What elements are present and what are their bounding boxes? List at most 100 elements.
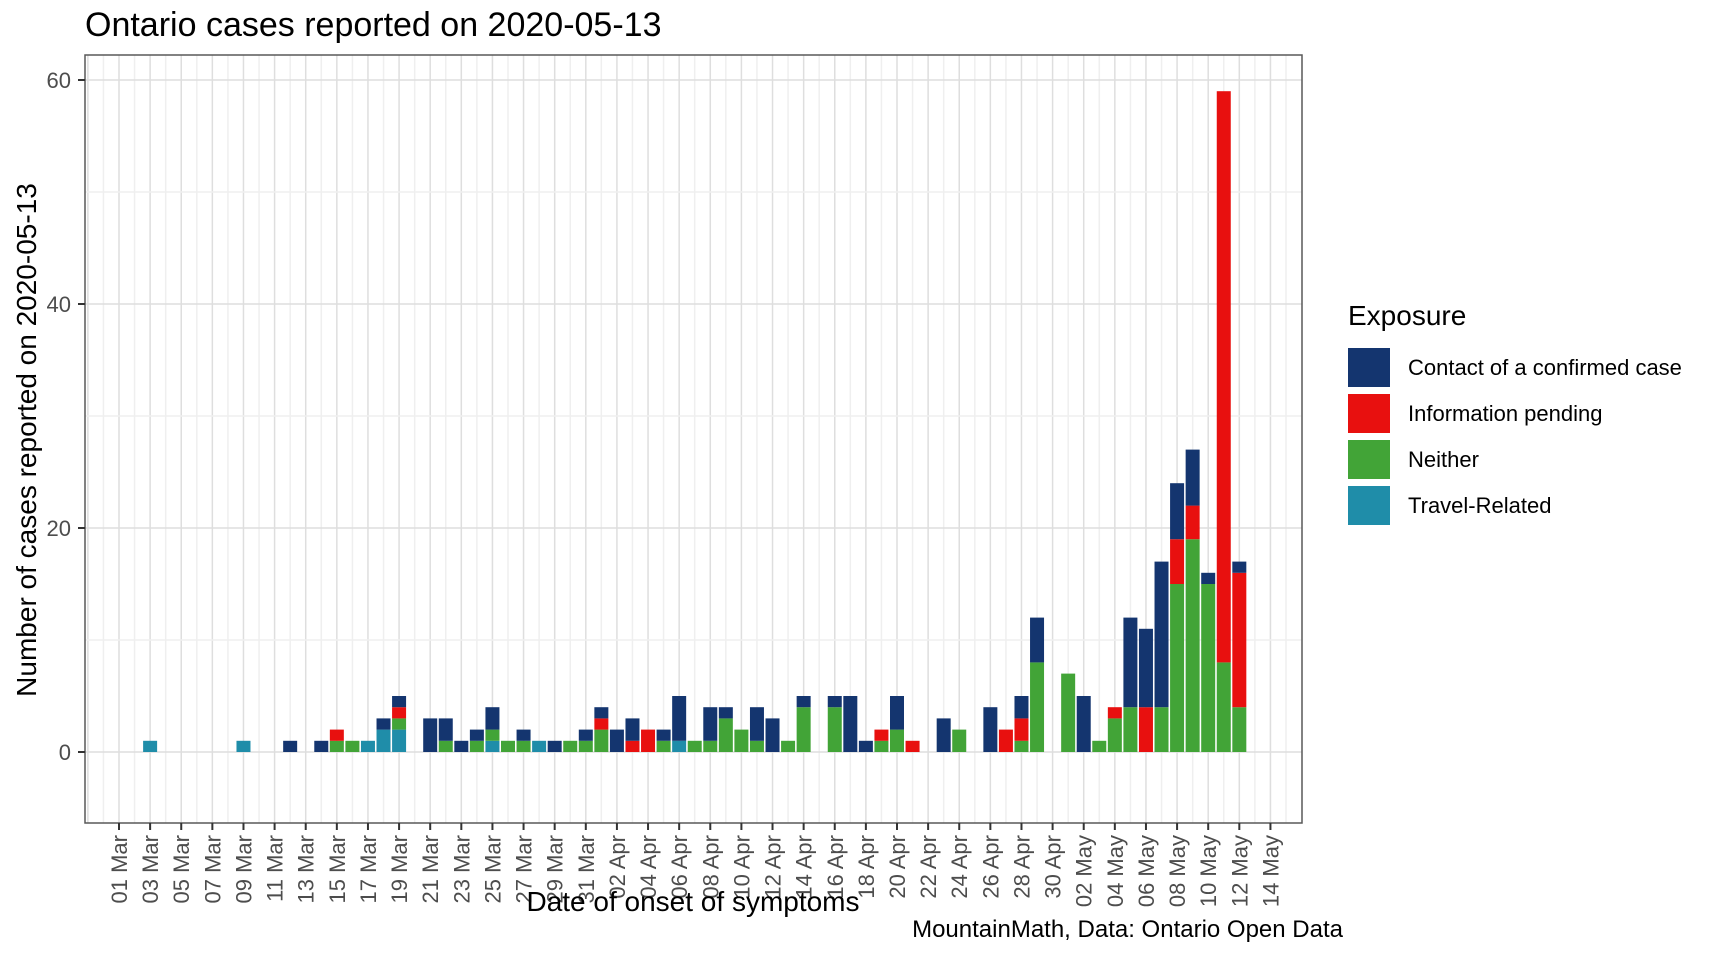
bar-segment-contact: [1185, 449, 1200, 506]
bar-segment-neither: [594, 729, 609, 752]
x-tick-label: 30 Apr: [1041, 835, 1066, 899]
bar-segment-contact: [1201, 572, 1216, 584]
bar-segment-neither: [656, 740, 671, 752]
bar-segment-pending: [1185, 505, 1200, 540]
x-tick-label: 06 May: [1134, 835, 1159, 907]
bar-segment-neither: [687, 740, 702, 752]
x-tick-label: 20 Apr: [885, 835, 910, 899]
legend-item: Travel-Related: [1348, 486, 1682, 525]
chart-caption: MountainMath, Data: Ontario Open Data: [912, 916, 1343, 943]
bar-segment-pending: [625, 740, 640, 752]
legend-title: Exposure: [1348, 300, 1467, 331]
x-tick-label: 18 Apr: [854, 835, 879, 899]
x-tick-label: 28 Apr: [1009, 835, 1034, 899]
chart-title: Ontario cases reported on 2020-05-13: [85, 6, 662, 44]
bar-segment-contact: [1030, 617, 1045, 663]
bar-segment-pending: [998, 729, 1013, 752]
legend-swatch-pending: [1348, 394, 1390, 433]
y-tick-label: 20: [47, 516, 71, 541]
bar-segment-pending: [641, 729, 656, 752]
bar-segment-contact: [827, 696, 842, 708]
x-tick-label: 19 Mar: [387, 835, 412, 903]
bar-segment-contact: [765, 718, 780, 752]
bar-segment-contact: [1014, 696, 1029, 719]
bar-segment-contact: [516, 729, 531, 741]
bar-segment-neither: [718, 718, 733, 752]
bar-segment-contact: [936, 718, 951, 752]
bar-segment-contact: [1232, 561, 1247, 573]
x-axis-title: Date of onset of symptoms: [526, 886, 860, 917]
bar-segment-contact: [718, 707, 733, 719]
x-tick-label: 05 Mar: [169, 835, 194, 903]
legend-swatch-neither: [1348, 440, 1390, 479]
bar-segment-contact: [890, 696, 904, 730]
x-tick-label: 04 Apr: [636, 835, 661, 899]
bar-segment-neither: [1061, 673, 1076, 752]
legend-item: Neither: [1348, 440, 1682, 479]
legend-item: Contact of a confirmed case: [1348, 348, 1682, 387]
bar-segment-pending: [1138, 707, 1153, 752]
legend-items: Contact of a confirmed case Information p…: [1348, 348, 1682, 525]
bar-segment-travel: [360, 740, 375, 752]
bar-segment-travel: [672, 740, 687, 752]
x-tick-label: 08 May: [1165, 835, 1190, 907]
x-tick-label: 10 May: [1196, 835, 1221, 907]
bar-segment-neither: [563, 740, 578, 752]
legend-item: Information pending: [1348, 394, 1682, 433]
legend-label: Neither: [1408, 446, 1479, 472]
bar-segment-contact: [594, 707, 609, 719]
bar-segment-contact: [843, 696, 858, 752]
x-tick-label: 23 Mar: [449, 835, 474, 903]
bar-segment-neither: [1201, 584, 1216, 752]
bar-segment-contact: [1154, 561, 1169, 708]
x-tick-label: 14 May: [1258, 835, 1283, 907]
x-tick-label: 17 Mar: [356, 835, 381, 903]
x-tick-label: 25 Mar: [480, 835, 505, 903]
bar-segment-contact: [656, 729, 671, 741]
panel-border: [84, 54, 1303, 824]
bar-segment-neither: [1092, 740, 1107, 752]
x-tick-label: 02 Apr: [605, 835, 630, 899]
bar-segment-contact: [609, 729, 624, 752]
x-tick-label: 07 Mar: [200, 835, 225, 903]
bar-segment-neither: [796, 707, 811, 752]
x-tick-label: 13 Mar: [294, 835, 319, 903]
bar-segment-contact: [485, 707, 500, 730]
x-tick-label: 08 Apr: [698, 835, 723, 899]
x-tick-label: 14 Apr: [792, 835, 817, 899]
bar-segment-neither: [890, 729, 904, 752]
bar-segment-pending: [1014, 718, 1029, 741]
y-tick-label: 60: [47, 68, 71, 93]
bar-segment-pending: [1107, 707, 1122, 719]
x-tick-label: 03 Mar: [138, 835, 163, 903]
bar-segment-neither: [1154, 707, 1169, 752]
bar-segment-neither: [734, 729, 749, 752]
bar-segment-contact: [1138, 628, 1153, 708]
bar-segment-neither: [1232, 707, 1247, 752]
bar-segment-neither: [485, 729, 500, 741]
bar-segment-neither: [703, 740, 718, 752]
bar-segment-neither: [1107, 718, 1122, 752]
bar-segment-contact: [749, 707, 764, 741]
bar-segment-neither: [1216, 662, 1231, 752]
x-tick-label: 09 Mar: [231, 835, 256, 903]
bar-segment-neither: [1170, 584, 1185, 752]
bar-segment-contact: [423, 718, 438, 752]
bar-segment-travel: [376, 729, 391, 752]
bar-segment-contact: [796, 696, 811, 708]
bar-segment-neither: [516, 740, 531, 752]
bar-segment-contact: [703, 707, 718, 741]
bar-segment-contact: [1076, 696, 1091, 752]
bar-segment-contact: [454, 740, 469, 752]
legend-label: Contact of a confirmed case: [1408, 354, 1682, 380]
bar-segment-pending: [392, 707, 407, 719]
x-tick-label: 21 Mar: [418, 835, 443, 903]
bar-segment-neither: [874, 740, 889, 752]
bar-segment-pending: [874, 729, 889, 741]
bar-segment-contact: [469, 729, 484, 741]
bar-segment-contact: [547, 740, 562, 752]
bar-segment-contact: [983, 707, 998, 752]
bar-segment-contact: [1170, 483, 1185, 540]
x-tick-label: 22 Apr: [916, 835, 941, 899]
